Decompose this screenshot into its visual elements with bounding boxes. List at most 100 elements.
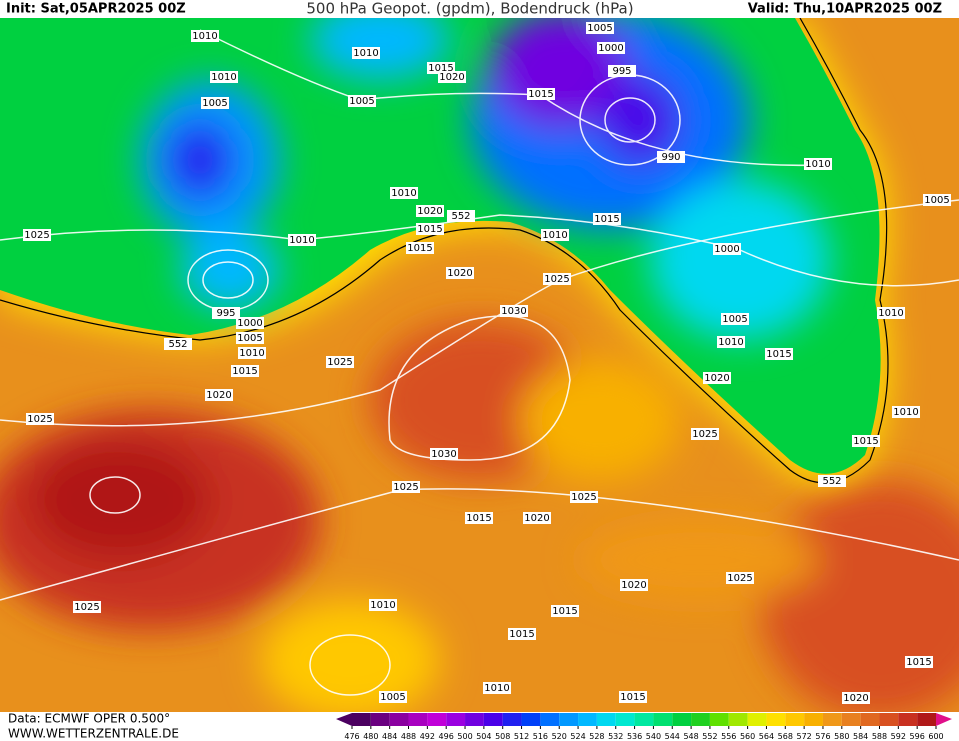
colorbar-swatch — [672, 713, 692, 726]
isobar-label: 1005 — [587, 23, 612, 34]
isobar-label: 1030 — [501, 306, 526, 317]
colorbar-swatch — [446, 713, 466, 726]
isobar-label: 1005 — [202, 98, 227, 109]
isobar-label: 1020 — [417, 206, 442, 217]
isobar-label: 1010 — [484, 683, 509, 694]
colorbar-tick-label: 524 — [570, 732, 585, 741]
isobar-label-box — [892, 406, 920, 418]
isobar-label-box — [438, 71, 466, 83]
isobar-label: 995 — [216, 308, 235, 319]
isobar-label: 1020 — [524, 513, 549, 524]
colorbar-swatch — [841, 713, 861, 726]
isobar-label-box — [570, 491, 598, 503]
colorbar-tick-label: 580 — [834, 732, 849, 741]
isobar-label: 1015 — [552, 606, 577, 617]
colorbar-swatch — [427, 713, 447, 726]
isobar-label-box — [523, 512, 551, 524]
isobar-label: 552 — [168, 339, 187, 350]
isobar-label: 1005 — [722, 314, 747, 325]
colorbar-tick-label: 504 — [476, 732, 491, 741]
isobar-label: 1015 — [620, 692, 645, 703]
colorbar-swatch — [691, 713, 710, 726]
isobar-label: 1020 — [447, 268, 472, 279]
isobar-label-box — [703, 372, 731, 384]
colorbar-swatch — [370, 713, 390, 726]
isobar-label-box — [430, 448, 458, 460]
isobar-label-box — [508, 628, 536, 640]
colorbar-tick-label: 532 — [608, 732, 623, 741]
colorbar-swatch — [785, 713, 805, 726]
isobar-label-box — [191, 30, 219, 42]
isobar-label-box — [483, 682, 511, 694]
colorbar-swatch — [408, 713, 428, 726]
isobar-label: 1015 — [594, 214, 619, 225]
colorbar-swatch — [615, 713, 635, 726]
colorbar-swatch — [483, 713, 503, 726]
colorbar-tick-label: 600 — [928, 732, 943, 741]
isobar-label: 1010 — [391, 188, 416, 199]
isobar-label: 1010 — [239, 348, 264, 359]
data-source: Data: ECMWF OPER 0.500° — [8, 712, 170, 726]
colorbar-tick-label: 516 — [533, 732, 548, 741]
isobar-label: 1015 — [528, 89, 553, 100]
colorbar-tick-label: 560 — [740, 732, 755, 741]
isobar-label-box — [543, 273, 571, 285]
colorbar-tick-label: 556 — [721, 732, 736, 741]
isobar-label: 1020 — [206, 390, 231, 401]
isobar-label-box — [541, 229, 569, 241]
isobar-label-box — [726, 572, 754, 584]
colorbar-tick-label: 528 — [589, 732, 604, 741]
isobar-label-box — [877, 307, 905, 319]
isobar-label-box — [620, 579, 648, 591]
isobar-label-box — [164, 338, 192, 350]
isobar-label: 1005 — [924, 195, 949, 206]
isobar-label: 1025 — [74, 602, 99, 613]
colorbar-tick-label: 588 — [872, 732, 887, 741]
colorbar-tick-label: 548 — [683, 732, 698, 741]
isobar-label-box — [73, 601, 101, 613]
isobar-label: 1025 — [544, 274, 569, 285]
colorbar-tick-label: 584 — [853, 732, 868, 741]
isobar-label: 1000 — [714, 244, 739, 255]
colorbar-tick-label: 520 — [552, 732, 567, 741]
isobar-label: 1025 — [727, 573, 752, 584]
colorbar-swatch — [879, 713, 899, 726]
isobar-label-box — [416, 205, 444, 217]
isobar-label-box — [691, 428, 719, 440]
colorbar-tick-label: 576 — [815, 732, 830, 741]
isobar-label: 1010 — [192, 31, 217, 42]
isobar-label-box — [392, 481, 420, 493]
geopotential-field — [0, 18, 959, 712]
colorbar-swatch — [898, 713, 918, 726]
isobar-label: 1015 — [766, 349, 791, 360]
colorbar-swatch — [917, 713, 936, 726]
isobar-label-box — [551, 605, 579, 617]
colorbar-tick-label: 476 — [344, 732, 359, 741]
colorbar-tick-label: 568 — [778, 732, 793, 741]
isobar-label-box — [446, 267, 474, 279]
isobar-label-box — [369, 599, 397, 611]
isobar-label: 1025 — [692, 429, 717, 440]
colorbar-swatch — [389, 713, 409, 726]
isobar-label-box — [721, 313, 749, 325]
colorbar-tick-label: 488 — [401, 732, 416, 741]
isobar-label: 1020 — [843, 693, 868, 704]
isobar-label: 552 — [451, 211, 470, 222]
isobar-label: 1020 — [439, 72, 464, 83]
isobar-label: 1005 — [380, 692, 405, 703]
isobar-label: 1010 — [211, 72, 236, 83]
isobar-label: 1015 — [853, 436, 878, 447]
isobar-label: 1015 — [428, 63, 453, 74]
colorbar-swatch — [465, 713, 484, 726]
isobar-label: 1015 — [466, 513, 491, 524]
isobar-label: 1010 — [805, 159, 830, 170]
isobar-label: 1025 — [393, 482, 418, 493]
isobar-label-box — [212, 307, 240, 319]
isobar-label-box — [201, 97, 229, 109]
isobar-label-box — [657, 151, 685, 163]
isobar-label-box — [500, 305, 528, 317]
isobar-label-box — [390, 187, 418, 199]
colorbar-tick-label: 492 — [420, 732, 435, 741]
